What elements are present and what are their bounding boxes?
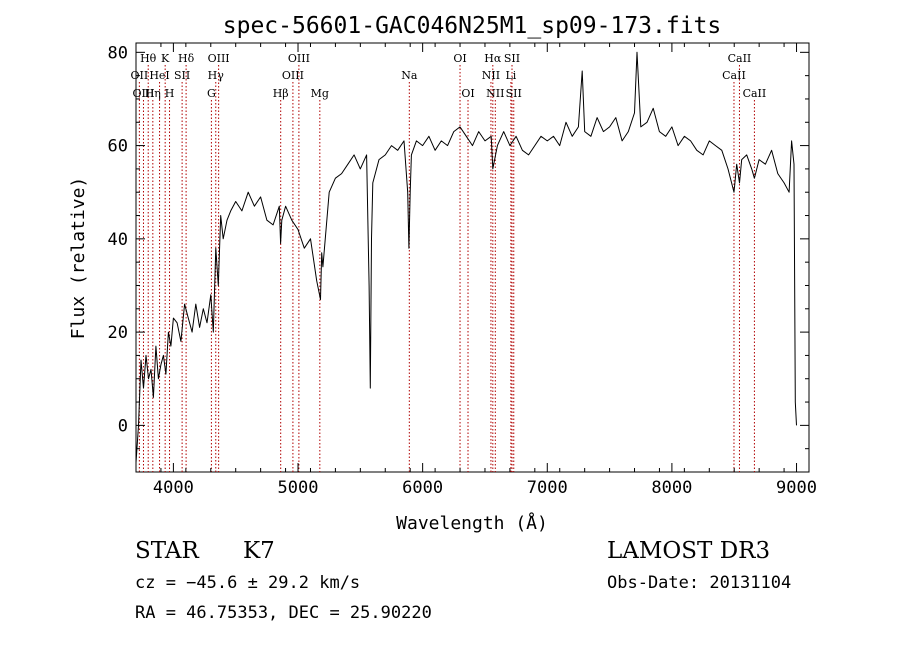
series-line-flux xyxy=(135,51,797,463)
x-tick-label-0: 4000 xyxy=(153,478,194,498)
emission-line-label-9: OIII xyxy=(208,52,230,65)
y-tick-label-0: 0 xyxy=(118,416,128,436)
emission-line-label-16: Na xyxy=(401,69,418,82)
x-tick-label-2: 6000 xyxy=(402,478,443,498)
emission-line-label-0: Hθ xyxy=(140,52,157,65)
emission-line-label-26: CaII xyxy=(722,69,746,82)
series-group xyxy=(135,51,797,463)
emission-line-label-4: HeI xyxy=(149,69,169,82)
object-class-label: STAR xyxy=(135,538,199,564)
emission-line-label-6: H xyxy=(165,87,175,100)
x-tick-label-5: 9000 xyxy=(776,478,817,498)
emission-line-label-5: Hη xyxy=(145,87,161,100)
emission-line-label-19: Hα xyxy=(484,52,502,65)
emission-line-label-12: OIII xyxy=(288,52,310,65)
plot-frame xyxy=(135,42,810,473)
emission-line-label-15: Mg xyxy=(311,87,329,100)
emission-line-label-14: Hβ xyxy=(273,87,289,100)
emission-line-label-17: OI xyxy=(453,52,466,65)
y-tick-label-3: 60 xyxy=(108,137,128,157)
y-axis-label: Flux (relative) xyxy=(68,177,89,340)
emission-line-label-11: G xyxy=(207,87,216,100)
emission-line-label-21: NII xyxy=(486,87,504,100)
emission-line-label-24: SII xyxy=(506,87,522,100)
redshift-label: cz = −45.6 ± 29.2 km/s xyxy=(135,573,361,593)
x-tick-label-1: 5000 xyxy=(278,478,319,498)
emission-line-label-2: OIII xyxy=(132,87,154,100)
emission-line-label-22: SII xyxy=(504,52,520,65)
y-tick-label-1: 20 xyxy=(108,323,128,343)
emission-line-label-13: OIII xyxy=(282,69,304,82)
chart-title: spec-56601-GAC046N25M1_sp09-173.fits xyxy=(223,13,722,39)
emission-line-label-10: Hγ xyxy=(208,69,225,82)
y-tick-label-4: 80 xyxy=(108,43,128,63)
x-axis-label: Wavelength (Å) xyxy=(396,512,548,534)
emission-line-label-7: Hδ xyxy=(178,52,195,65)
emission-line-label-23: Li xyxy=(505,69,516,82)
emission-line-label-18: OI xyxy=(461,87,474,100)
y-tick-label-2: 40 xyxy=(108,230,128,250)
emission-line-label-27: CaII xyxy=(743,87,767,100)
obs-date-label: Obs-Date: 20131104 xyxy=(607,573,792,593)
x-tick-label-4: 8000 xyxy=(651,478,692,498)
emission-line-label-20: NII xyxy=(482,69,500,82)
x-tick-label-3: 7000 xyxy=(527,478,568,498)
axis-ticks-group: 4000 5000 6000 7000 8000 9000 0 20 40 60 80 xyxy=(108,43,817,498)
emission-line-label-8: SII xyxy=(174,69,190,82)
survey-label: LAMOST DR3 xyxy=(607,538,771,564)
emission-line-label-3: K xyxy=(161,52,170,65)
subclass-label: K7 xyxy=(243,538,275,564)
emission-line-label-25: CaII xyxy=(728,52,752,65)
coordinates-label: RA = 46.75353, DEC = 25.90220 xyxy=(135,603,432,623)
